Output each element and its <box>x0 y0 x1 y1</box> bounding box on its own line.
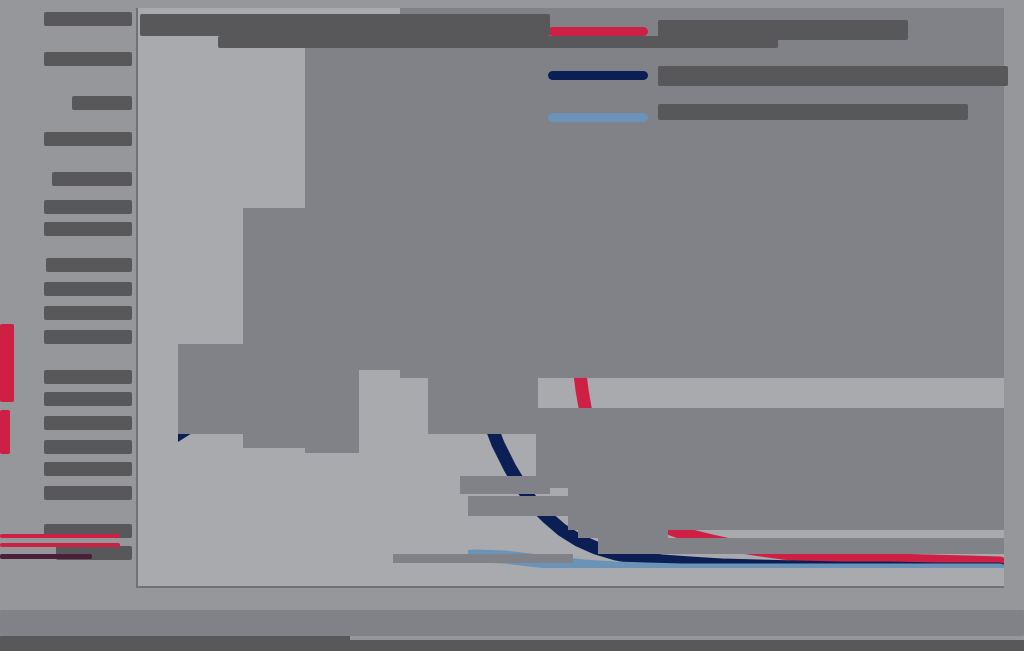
y-tick-label <box>44 282 132 296</box>
redaction-block <box>243 208 305 448</box>
x-tick-labels <box>0 596 1024 651</box>
legend-swatch-navy <box>548 71 648 80</box>
redaction-block <box>393 554 573 563</box>
legend-label-red <box>658 20 908 40</box>
gutter-accent-red-3 <box>0 534 120 538</box>
y-axis-line <box>136 8 138 588</box>
x-tick-label-band <box>0 610 1024 636</box>
y-tick-label <box>44 200 132 214</box>
redaction-block <box>138 568 1004 587</box>
page-subtitle <box>218 36 778 48</box>
y-tick-label <box>44 416 132 430</box>
legend-label-lightblue <box>658 104 968 120</box>
plot-area <box>138 8 1004 587</box>
gutter-accent-red-2 <box>0 410 10 454</box>
legend-swatch-red <box>548 27 648 36</box>
y-tick-labels <box>30 0 134 600</box>
top-margin <box>0 0 136 8</box>
y-tick-label <box>44 12 132 26</box>
redaction-block <box>428 372 538 434</box>
y-tick-label <box>44 462 132 476</box>
redaction-block <box>460 476 550 494</box>
page-title <box>140 14 550 36</box>
y-tick-label <box>44 486 132 500</box>
y-tick-label <box>44 132 132 146</box>
y-tick-label <box>44 370 132 384</box>
x-axis-line <box>136 586 1004 588</box>
gutter-accent-red-4 <box>0 543 120 547</box>
x-axis-gap <box>0 596 1024 610</box>
y-tick-label <box>44 330 132 344</box>
redaction-block <box>578 520 668 538</box>
y-tick-label <box>44 306 132 320</box>
legend-label-navy <box>658 66 1008 86</box>
redaction-block <box>536 304 1004 324</box>
y-tick-label <box>44 392 132 406</box>
legend-item-navy[interactable] <box>548 62 1018 88</box>
y-tick-label <box>52 172 132 186</box>
legend-item-lightblue[interactable] <box>548 104 1018 130</box>
x-axis-title <box>0 636 350 651</box>
redaction-block <box>536 8 1004 308</box>
legend <box>548 12 1018 122</box>
y-tick-label <box>44 440 132 454</box>
y-tick-label <box>46 258 132 272</box>
gutter-accent-purple <box>0 554 92 559</box>
redaction-block <box>598 538 1004 554</box>
redaction-block <box>536 408 1004 488</box>
legend-item-red[interactable] <box>548 18 1018 44</box>
legend-swatch-lightblue <box>548 113 648 122</box>
y-tick-label <box>44 222 132 236</box>
y-axis-title <box>4 130 30 450</box>
y-tick-label <box>72 96 132 110</box>
gutter-accent-red <box>0 324 14 402</box>
y-tick-label <box>44 52 132 66</box>
footer-note <box>350 640 1024 651</box>
